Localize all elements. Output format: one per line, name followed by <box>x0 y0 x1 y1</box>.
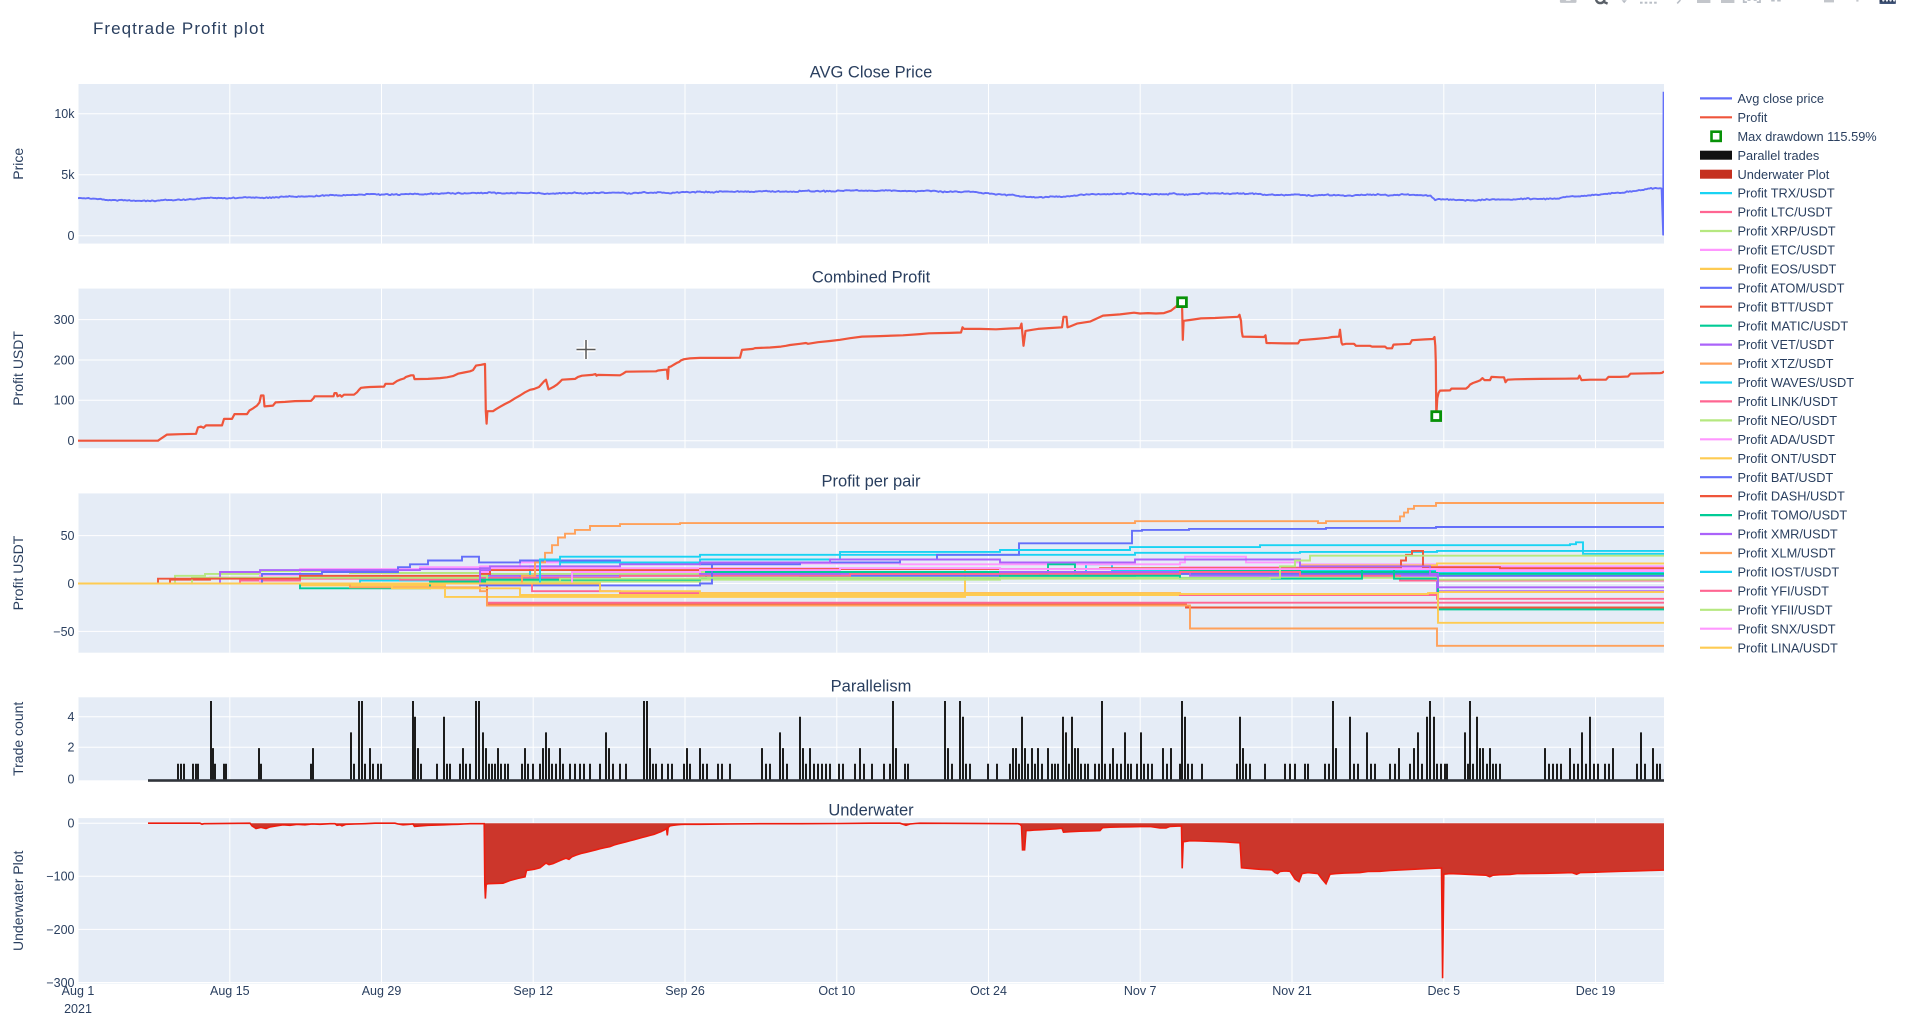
svg-text:0: 0 <box>68 577 75 591</box>
svg-text:Aug 1: Aug 1 <box>62 984 95 998</box>
svg-text:Sep 12: Sep 12 <box>513 984 553 998</box>
svg-text:Profit YFI/USDT: Profit YFI/USDT <box>1738 583 1830 598</box>
svg-text:Nov 21: Nov 21 <box>1272 984 1312 998</box>
svg-text:Profit ATOM/USDT: Profit ATOM/USDT <box>1738 280 1845 295</box>
svg-text:Profit LINA/USDT: Profit LINA/USDT <box>1738 640 1838 655</box>
svg-text:Profit XLM/USDT: Profit XLM/USDT <box>1738 546 1836 561</box>
svg-text:Sep 26: Sep 26 <box>665 984 705 998</box>
svg-text:Aug 29: Aug 29 <box>362 984 402 998</box>
svg-text:2: 2 <box>68 741 75 755</box>
svg-text:Aug 15: Aug 15 <box>210 984 250 998</box>
svg-text:2021: 2021 <box>64 1002 92 1016</box>
svg-text:Dec 5: Dec 5 <box>1427 984 1460 998</box>
svg-text:0: 0 <box>68 434 75 448</box>
svg-text:Avg close price: Avg close price <box>1738 91 1825 106</box>
svg-text:Profit IOST/USDT: Profit IOST/USDT <box>1738 565 1840 580</box>
svg-text:Profit WAVES/USDT: Profit WAVES/USDT <box>1738 375 1855 390</box>
svg-text:Profit ETC/USDT: Profit ETC/USDT <box>1738 243 1836 258</box>
svg-text:−100: −100 <box>46 870 74 884</box>
svg-text:0: 0 <box>68 229 75 243</box>
svg-text:Underwater Plot: Underwater Plot <box>10 851 26 951</box>
svg-text:Profit VET/USDT: Profit VET/USDT <box>1738 337 1835 352</box>
svg-text:Profit LINK/USDT: Profit LINK/USDT <box>1738 394 1838 409</box>
svg-text:Profit USDT: Profit USDT <box>10 331 26 406</box>
svg-text:Profit ADA/USDT: Profit ADA/USDT <box>1738 432 1836 447</box>
svg-text:Profit MATIC/USDT: Profit MATIC/USDT <box>1738 318 1849 333</box>
svg-text:Parallel trades: Parallel trades <box>1738 148 1820 163</box>
svg-text:Profit: Profit <box>1738 110 1768 125</box>
svg-text:Oct 10: Oct 10 <box>818 984 855 998</box>
svg-text:10k: 10k <box>54 107 75 121</box>
svg-text:0: 0 <box>68 817 75 831</box>
svg-text:Parallelism: Parallelism <box>831 678 912 696</box>
svg-text:300: 300 <box>54 313 75 327</box>
svg-text:Profit NEO/USDT: Profit NEO/USDT <box>1738 413 1838 428</box>
svg-text:100: 100 <box>54 394 75 408</box>
svg-text:Profit YFII/USDT: Profit YFII/USDT <box>1738 602 1833 617</box>
svg-text:200: 200 <box>54 353 75 367</box>
svg-text:Profit USDT: Profit USDT <box>10 535 26 610</box>
svg-text:Profit EOS/USDT: Profit EOS/USDT <box>1738 262 1837 277</box>
svg-text:−50: −50 <box>53 625 74 639</box>
svg-text:Profit TRX/USDT: Profit TRX/USDT <box>1738 186 1835 201</box>
svg-text:Trade count: Trade count <box>10 702 26 776</box>
svg-text:Price: Price <box>10 148 26 180</box>
svg-text:AVG Close Price: AVG Close Price <box>810 64 933 82</box>
svg-text:Profit per pair: Profit per pair <box>821 473 921 491</box>
svg-text:50: 50 <box>61 529 75 543</box>
svg-text:Profit LTC/USDT: Profit LTC/USDT <box>1738 205 1833 220</box>
svg-text:−200: −200 <box>46 923 74 937</box>
svg-text:−300: −300 <box>46 976 74 990</box>
svg-text:Underwater: Underwater <box>828 802 914 820</box>
svg-text:Max drawdown 115.59%: Max drawdown 115.59% <box>1738 129 1877 144</box>
svg-text:Profit DASH/USDT: Profit DASH/USDT <box>1738 489 1846 504</box>
svg-text:Profit XMR/USDT: Profit XMR/USDT <box>1738 527 1838 542</box>
svg-text:Profit SNX/USDT: Profit SNX/USDT <box>1738 621 1836 636</box>
svg-text:0: 0 <box>68 772 75 786</box>
svg-text:Nov 7: Nov 7 <box>1124 984 1157 998</box>
svg-text:5k: 5k <box>61 168 75 182</box>
svg-text:Underwater Plot: Underwater Plot <box>1738 167 1830 182</box>
svg-text:Profit BAT/USDT: Profit BAT/USDT <box>1738 470 1834 485</box>
svg-text:Dec 19: Dec 19 <box>1576 984 1616 998</box>
svg-text:Profit TOMO/USDT: Profit TOMO/USDT <box>1738 508 1848 523</box>
svg-text:Profit ONT/USDT: Profit ONT/USDT <box>1738 451 1837 466</box>
svg-text:Combined Profit: Combined Profit <box>812 269 931 287</box>
svg-text:Profit XTZ/USDT: Profit XTZ/USDT <box>1738 356 1834 371</box>
svg-text:Profit XRP/USDT: Profit XRP/USDT <box>1738 224 1836 239</box>
svg-text:Profit BTT/USDT: Profit BTT/USDT <box>1738 299 1834 314</box>
svg-text:4: 4 <box>68 710 75 724</box>
svg-text:Freqtrade Profit plot: Freqtrade Profit plot <box>93 19 265 38</box>
svg-text:Oct 24: Oct 24 <box>970 984 1007 998</box>
